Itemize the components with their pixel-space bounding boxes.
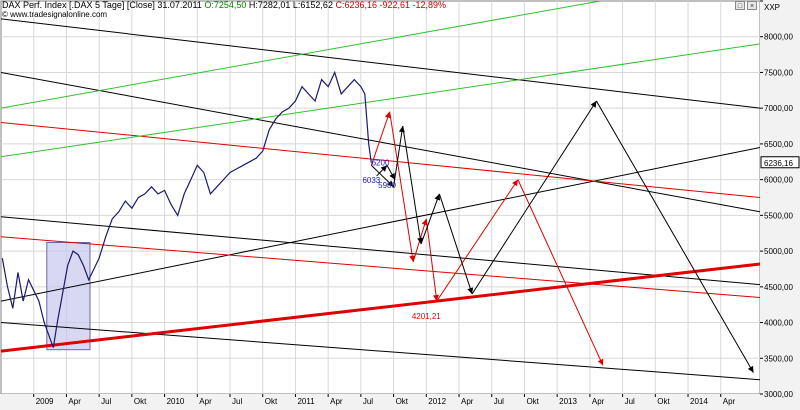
channel-line: [1, 236, 760, 299]
x-tick-label: Okt: [396, 397, 409, 406]
high-low-value: H:7282,01 L:6152,62: [248, 0, 333, 10]
x-tick-label: 2014: [690, 397, 708, 406]
y-tick-label: 3000,00: [764, 390, 793, 399]
x-tick-label: Okt: [657, 397, 670, 406]
x-tick-label: Okt: [134, 397, 147, 406]
x-tick-label: Okt: [265, 397, 278, 406]
y-tick-label: 6500,00: [764, 140, 793, 149]
x-tick-label: Apr: [461, 397, 474, 406]
highlight-box: [46, 242, 91, 351]
y-tick-label: 7000,00: [764, 104, 793, 113]
last-value-tag: [760, 156, 800, 169]
price-series-layer: [1, 70, 372, 348]
projection-segment: [425, 218, 438, 302]
y-tick-label: 4500,00: [764, 283, 793, 292]
annotation-label: 4201,21: [412, 312, 441, 321]
arrowhead: [747, 365, 754, 373]
arrowhead: [387, 180, 394, 187]
last-value-label: 6236,16: [764, 159, 793, 168]
axes-layer: 3000,00 3500,00 4000,00 4500,00 5000,00 5500,…: [33, 0, 800, 406]
x-tick-label: Apr: [68, 397, 81, 406]
y-tick-label: 5000,00: [764, 247, 793, 256]
x-tick-label: Jul: [101, 397, 111, 406]
y-tick-label: 7500,00: [764, 68, 793, 77]
projection-paths: [370, 100, 754, 373]
projection-segment: [471, 100, 597, 295]
arrowhead: [380, 165, 388, 172]
annotation-label: 6200: [372, 158, 390, 167]
x-tick-label: 2010: [167, 397, 185, 406]
arrowhead: [434, 193, 441, 201]
annotation-label: 5980: [378, 181, 396, 190]
x-tick-label: 2011: [297, 397, 315, 406]
y-tick-label: 3500,00: [764, 354, 793, 363]
channel-line: [1, 146, 760, 302]
annotation-label: 6033: [362, 176, 380, 185]
projection-segment: [420, 193, 440, 245]
channel-line: [1, 216, 760, 286]
y-tick-label: 4000,00: [764, 319, 793, 328]
y-tick-label: 6000,00: [764, 176, 793, 185]
y-tick-label: 8000,00: [764, 33, 793, 42]
axis-unit-label: XXP: [764, 3, 781, 12]
y-tick-label: 5500,00: [764, 211, 793, 220]
open-value: O:7254,50: [204, 0, 247, 10]
x-tick-label: Jul: [363, 397, 373, 406]
projection-segment: [389, 111, 414, 262]
projection-segment: [517, 179, 604, 366]
x-tick-label: Jul: [494, 397, 504, 406]
price-series-line: [1, 70, 372, 348]
projection-segment: [595, 100, 754, 373]
close-button[interactable]: ×: [747, 1, 757, 10]
channel-lines: [1, 1, 760, 381]
close-value: C:6236,16 -922,61 -12,89%: [335, 0, 447, 10]
arrowhead: [389, 172, 395, 180]
source-label: © www.tradesignalonline.com: [2, 10, 108, 19]
projection-segment: [436, 179, 519, 302]
x-tick-label: Apr: [330, 397, 343, 406]
projection-segment: [438, 193, 473, 295]
channel-line: [1, 322, 760, 381]
maximize-button[interactable]: □: [735, 1, 745, 10]
channel-line: [1, 1, 604, 109]
arrowhead: [467, 287, 474, 294]
arrowhead: [384, 111, 391, 119]
x-tick-label: 2009: [36, 397, 54, 406]
x-tick-label: 2012: [428, 397, 446, 406]
y-axis-panel: [760, 0, 800, 410]
arrowhead: [421, 218, 428, 226]
arrowhead: [417, 237, 424, 244]
plot-area: [0, 0, 761, 395]
x-tick-label: Okt: [526, 397, 539, 406]
x-tick-label: Apr: [199, 397, 212, 406]
x-tick-label: Apr: [723, 397, 736, 406]
channel-line: [1, 43, 760, 158]
x-axis-panel: [0, 394, 800, 410]
projection-segment: [393, 125, 404, 187]
x-tick-label: Jul: [625, 397, 635, 406]
x-tick-label: Apr: [592, 397, 605, 406]
arrowhead: [433, 294, 439, 302]
x-tick-label: Jul: [232, 397, 242, 406]
arrowhead: [512, 179, 518, 187]
projection-segment: [402, 125, 422, 245]
channel-line: [1, 71, 760, 213]
channel-line: [1, 262, 760, 353]
projection-segment: [370, 111, 391, 166]
symbol-label: DAX Perf. Index [.DAX 5 Tage] [Close] 31…: [2, 0, 202, 10]
arrowhead: [409, 255, 416, 262]
channel-line: [1, 121, 760, 198]
chart-header: DAX Perf. Index [.DAX 5 Tage] [Close] 31…: [2, 0, 446, 10]
x-tick-label: 2013: [559, 397, 577, 406]
channel-line: [1, 18, 760, 109]
arrowhead: [597, 358, 604, 366]
arrowhead: [590, 101, 597, 108]
highlight-box-layer: [46, 242, 91, 351]
